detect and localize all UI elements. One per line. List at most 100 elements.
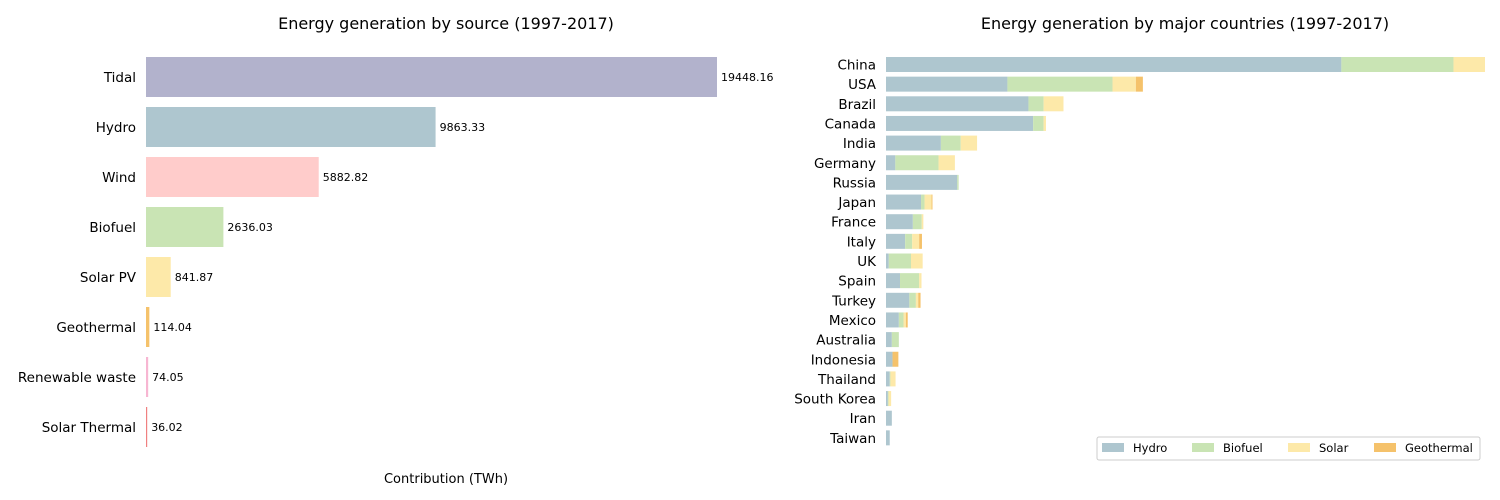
tick-label-biofuel: Biofuel xyxy=(89,220,136,236)
legend-label-solar: Solar xyxy=(1319,441,1349,455)
bar-italy-biofuel xyxy=(905,233,913,249)
tick-label-south-korea: South Korea xyxy=(794,392,876,408)
bar-iran-hydro xyxy=(886,410,892,426)
tick-label-usa: USA xyxy=(848,77,877,93)
bar-japan-solar xyxy=(924,194,932,210)
tick-label-solar-pv: Solar PV xyxy=(80,270,137,286)
tick-label-thailand: Thailand xyxy=(817,372,876,388)
bar-france-solar xyxy=(921,214,924,230)
tick-label-australia: Australia xyxy=(816,333,876,349)
bar-usa-biofuel xyxy=(1007,76,1113,92)
bar-south-korea-hydro xyxy=(886,391,888,407)
tick-label-iran: Iran xyxy=(850,411,876,427)
value-label-solar-thermal: 36.02 xyxy=(151,421,183,434)
bar-solar-thermal xyxy=(146,407,148,447)
bar-turkey-geothermal xyxy=(918,292,921,308)
source-chart: Energy generation by source (1997-2017) … xyxy=(18,14,774,487)
bar-biofuel xyxy=(146,207,224,247)
bar-spain-hydro xyxy=(886,273,901,289)
bar-mexico-geothermal xyxy=(905,312,908,328)
bar-australia-hydro xyxy=(886,332,892,348)
bar-thailand-hydro xyxy=(886,371,890,387)
legend-items: Hydro Biofuel Solar Geothermal xyxy=(1102,441,1473,455)
bar-italy-geothermal xyxy=(919,233,922,249)
tick-label-russia: Russia xyxy=(833,175,876,191)
bar-south-korea-biofuel xyxy=(887,391,889,407)
tick-label-tidal: Tidal xyxy=(103,70,136,86)
tick-label-france: France xyxy=(831,215,876,231)
bar-china-hydro xyxy=(886,57,1342,72)
legend-swatch-geothermal xyxy=(1374,443,1396,452)
bar-japan-hydro xyxy=(886,194,922,210)
bar-canada-solar xyxy=(1043,115,1046,131)
bar-france-biofuel xyxy=(912,214,922,230)
bar-usa-solar xyxy=(1112,76,1136,92)
tick-label-india: India xyxy=(843,136,876,152)
bar-china-solar xyxy=(1453,57,1485,72)
bar-renewable-waste xyxy=(146,357,149,397)
value-label-wind: 5882.82 xyxy=(323,171,369,184)
bar-turkey-biofuel xyxy=(909,292,916,308)
source-bars xyxy=(146,57,717,447)
tick-label-china: China xyxy=(837,58,876,74)
value-label-biofuel: 2636.03 xyxy=(227,221,272,234)
tick-label-indonesia: Indonesia xyxy=(811,352,876,368)
bar-uk-solar xyxy=(910,253,923,269)
country-tick-labels: China USA Brazil Canada India Germany Russia Ja… xyxy=(794,58,877,447)
tick-label-solar-thermal: Solar Thermal xyxy=(42,420,136,436)
tick-label-geothermal: Geothermal xyxy=(56,320,136,336)
bar-japan-biofuel xyxy=(921,194,925,210)
bar-brazil-biofuel xyxy=(1028,96,1044,112)
value-label-solar-pv: 841.87 xyxy=(175,271,214,284)
legend-label-geothermal: Geothermal xyxy=(1405,441,1473,455)
value-label-geothermal: 114.04 xyxy=(153,321,192,334)
bar-indonesia-hydro xyxy=(886,351,893,367)
bar-brazil-solar xyxy=(1043,96,1064,112)
bar-spain-biofuel xyxy=(900,273,920,289)
value-label-hydro: 9863.33 xyxy=(440,121,486,134)
bar-tidal xyxy=(146,57,717,97)
legend-swatch-biofuel xyxy=(1192,443,1214,452)
bar-russia-biofuel xyxy=(957,174,959,190)
bar-turkey-solar xyxy=(915,292,919,308)
country-legend: Hydro Biofuel Solar Geothermal xyxy=(1096,436,1481,461)
bar-japan-geothermal xyxy=(931,194,933,210)
bar-usa-geothermal xyxy=(1135,76,1143,92)
source-chart-title: Energy generation by source (1997-2017) xyxy=(278,14,614,33)
bar-australia-biofuel xyxy=(891,332,899,348)
bar-canada-biofuel xyxy=(1033,115,1044,131)
tick-label-japan: Japan xyxy=(837,195,876,211)
tick-label-italy: Italy xyxy=(847,234,876,250)
bar-hydro xyxy=(146,107,436,147)
bar-uk-biofuel xyxy=(888,253,911,269)
tick-label-germany: Germany xyxy=(814,156,876,172)
bar-canada-hydro xyxy=(886,115,1034,131)
bar-india-hydro xyxy=(886,135,941,151)
bar-china-biofuel xyxy=(1341,57,1454,72)
tick-label-turkey: Turkey xyxy=(831,293,876,309)
tick-label-wind: Wind xyxy=(102,170,136,186)
bar-turkey-hydro xyxy=(886,292,910,308)
bar-taiwan-hydro xyxy=(886,430,890,446)
tick-label-uk: UK xyxy=(857,254,877,270)
bar-mexico-biofuel xyxy=(898,312,904,328)
source-value-labels: 19448.16 9863.33 5882.82 2636.03 841.87 114.0… xyxy=(151,71,773,434)
legend-label-biofuel: Biofuel xyxy=(1223,441,1263,455)
bar-indonesia-geothermal xyxy=(892,351,899,367)
tick-label-canada: Canada xyxy=(825,116,876,132)
bar-italy-hydro xyxy=(886,233,906,249)
tick-label-hydro: Hydro xyxy=(96,120,136,136)
bar-india-biofuel xyxy=(940,135,961,151)
tick-label-spain: Spain xyxy=(838,274,876,290)
bar-south-korea-solar xyxy=(888,391,892,407)
bar-italy-solar xyxy=(912,233,920,249)
country-chart-title: Energy generation by major countries (19… xyxy=(981,14,1389,33)
bar-thailand-solar xyxy=(890,371,896,387)
tick-label-taiwan: Taiwan xyxy=(829,431,876,447)
bar-geothermal xyxy=(146,307,150,347)
bar-mexico-solar xyxy=(903,312,906,328)
bar-wind xyxy=(146,157,319,197)
legend-label-hydro: Hydro xyxy=(1133,441,1167,455)
